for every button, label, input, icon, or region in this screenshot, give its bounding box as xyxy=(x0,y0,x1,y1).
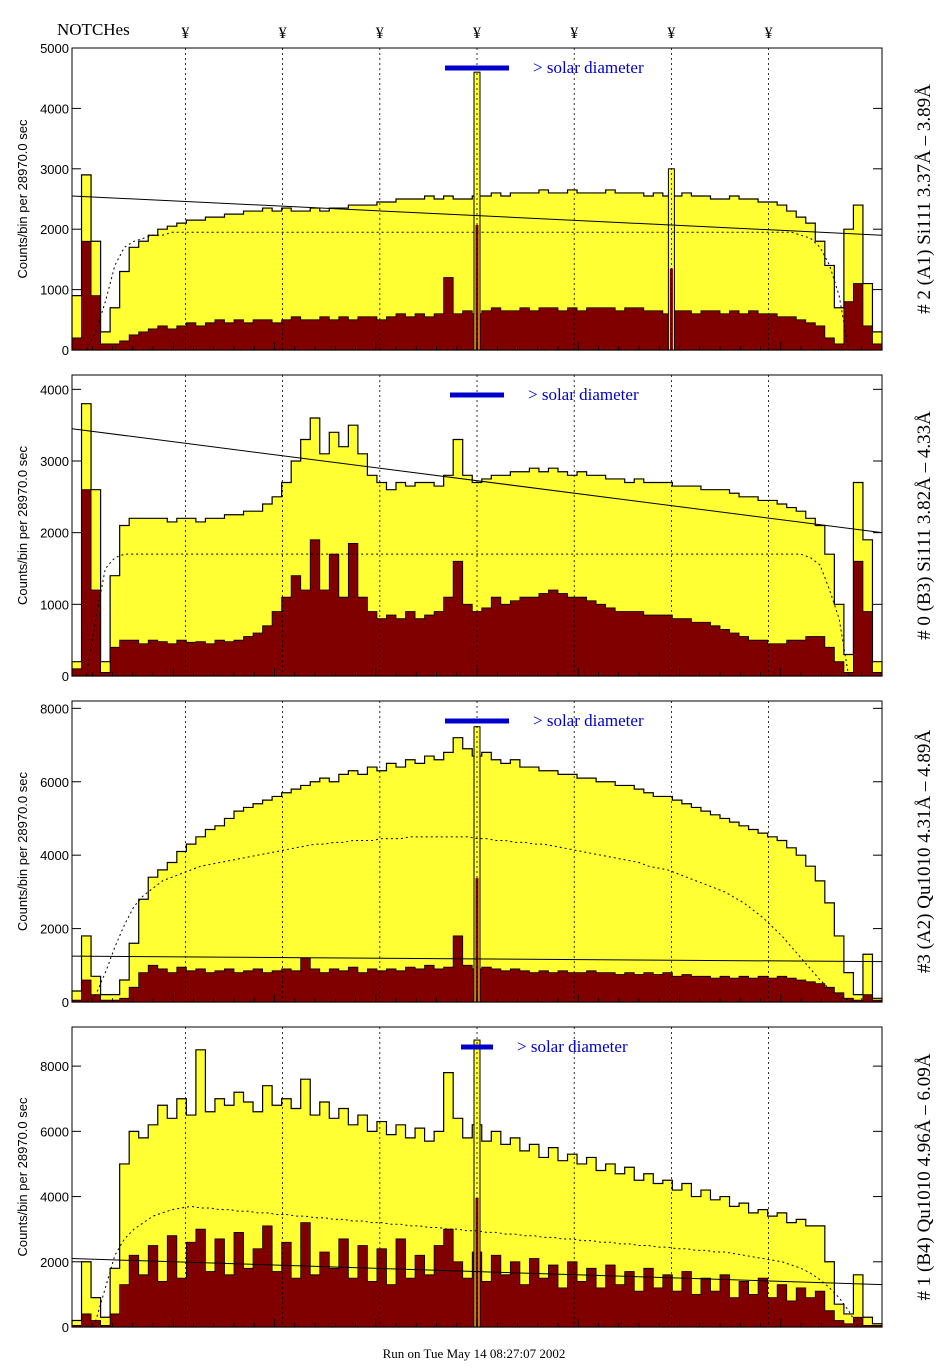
y-tick-label: 1000 xyxy=(40,283,69,298)
y-tick-label: 6000 xyxy=(40,1124,69,1139)
notch-marker-3: ¥ xyxy=(376,25,384,42)
notch-marker-1: ¥ xyxy=(181,25,189,42)
background-counts-area xyxy=(71,240,883,351)
y-axis-label: Counts/bin per 28970.0 sec xyxy=(15,772,30,931)
y-tick-label: 5000 xyxy=(40,41,69,56)
solar-diameter-annotation: > solar diameter xyxy=(533,58,644,77)
trend-line xyxy=(71,955,883,963)
y-tick-label: 1000 xyxy=(40,597,69,612)
y-tick-label: 0 xyxy=(62,669,69,684)
total-counts-area xyxy=(71,403,883,677)
y-tick-label: 2000 xyxy=(40,1255,69,1270)
notch-marker-7: ¥ xyxy=(765,25,773,42)
run-timestamp: Run on Tue May 14 08:27:07 2002 xyxy=(382,1346,566,1361)
smooth-model-curve xyxy=(76,1205,878,1328)
trend-line xyxy=(71,1258,883,1286)
y-axis-label: Counts/bin per 28970.0 sec xyxy=(15,1097,30,1256)
y-tick-label: 4000 xyxy=(40,382,69,397)
peak-spike-core-1 xyxy=(475,224,479,350)
smooth-model-curve xyxy=(76,231,878,351)
notch-marker-5: ¥ xyxy=(570,25,578,42)
y-tick-label: 0 xyxy=(62,1320,69,1335)
solar-diameter-annotation: > solar diameter xyxy=(533,711,644,730)
channel-label: # 2 (A1) Si111 3.37Å – 3.89Å xyxy=(914,84,935,314)
trend-line xyxy=(71,195,883,236)
solar-diameter-annotation: > solar diameter xyxy=(528,385,639,404)
y-tick-label: 6000 xyxy=(40,775,69,790)
smooth-model-curve xyxy=(76,836,878,1003)
y-tick-label: 8000 xyxy=(40,701,69,716)
y-axis-label: Counts/bin per 28970.0 sec xyxy=(15,119,30,278)
channel-label: #3 (A2) Qu1010 4.31Å – 4.89Å xyxy=(914,730,935,974)
panel-1: 0 1000 2000 3000 4000 5000 Counts/bin per 2897… xyxy=(15,41,935,358)
y-axis-label: Counts/bin per 28970.0 sec xyxy=(15,446,30,605)
smooth-model-curve xyxy=(76,553,878,677)
y-tick-label: 3000 xyxy=(40,162,69,177)
y-tick-label: 0 xyxy=(62,995,69,1010)
solar-diameter-annotation: > solar diameter xyxy=(517,1037,628,1056)
y-tick-label: 4000 xyxy=(40,848,69,863)
notches-label: NOTCHes xyxy=(57,20,130,39)
y-tick-label: 0 xyxy=(62,343,69,358)
notch-marker-6: ¥ xyxy=(667,25,675,42)
y-tick-label: 3000 xyxy=(40,454,69,469)
panel-2: 0 1000 2000 3000 4000 Counts/bin per 28970.0 … xyxy=(15,374,935,684)
y-tick-label: 4000 xyxy=(40,101,69,116)
y-tick-label: 2000 xyxy=(40,222,69,237)
y-tick-label: 2000 xyxy=(40,922,69,937)
notch-marker-2: ¥ xyxy=(279,25,287,42)
peak-spike-core-1 xyxy=(475,878,479,1002)
channel-label: # 0 (B3) Si111 3.82Å – 4.33Å xyxy=(914,411,935,640)
background-counts-area xyxy=(71,489,883,677)
channel-label: # 1 (B4) Qu1010 4.96Å – 6.09Å xyxy=(914,1053,935,1300)
panel-4: 0 2000 4000 6000 8000 Counts/bin per 28970.0 … xyxy=(15,1026,935,1335)
notch-marker-4: ¥ xyxy=(473,25,481,42)
panel-3: 0 2000 4000 6000 8000 Counts/bin per 28970.0 … xyxy=(15,700,935,1010)
y-tick-label: 8000 xyxy=(40,1059,69,1074)
y-tick-label: 4000 xyxy=(40,1190,69,1205)
y-tick-label: 2000 xyxy=(40,526,69,541)
